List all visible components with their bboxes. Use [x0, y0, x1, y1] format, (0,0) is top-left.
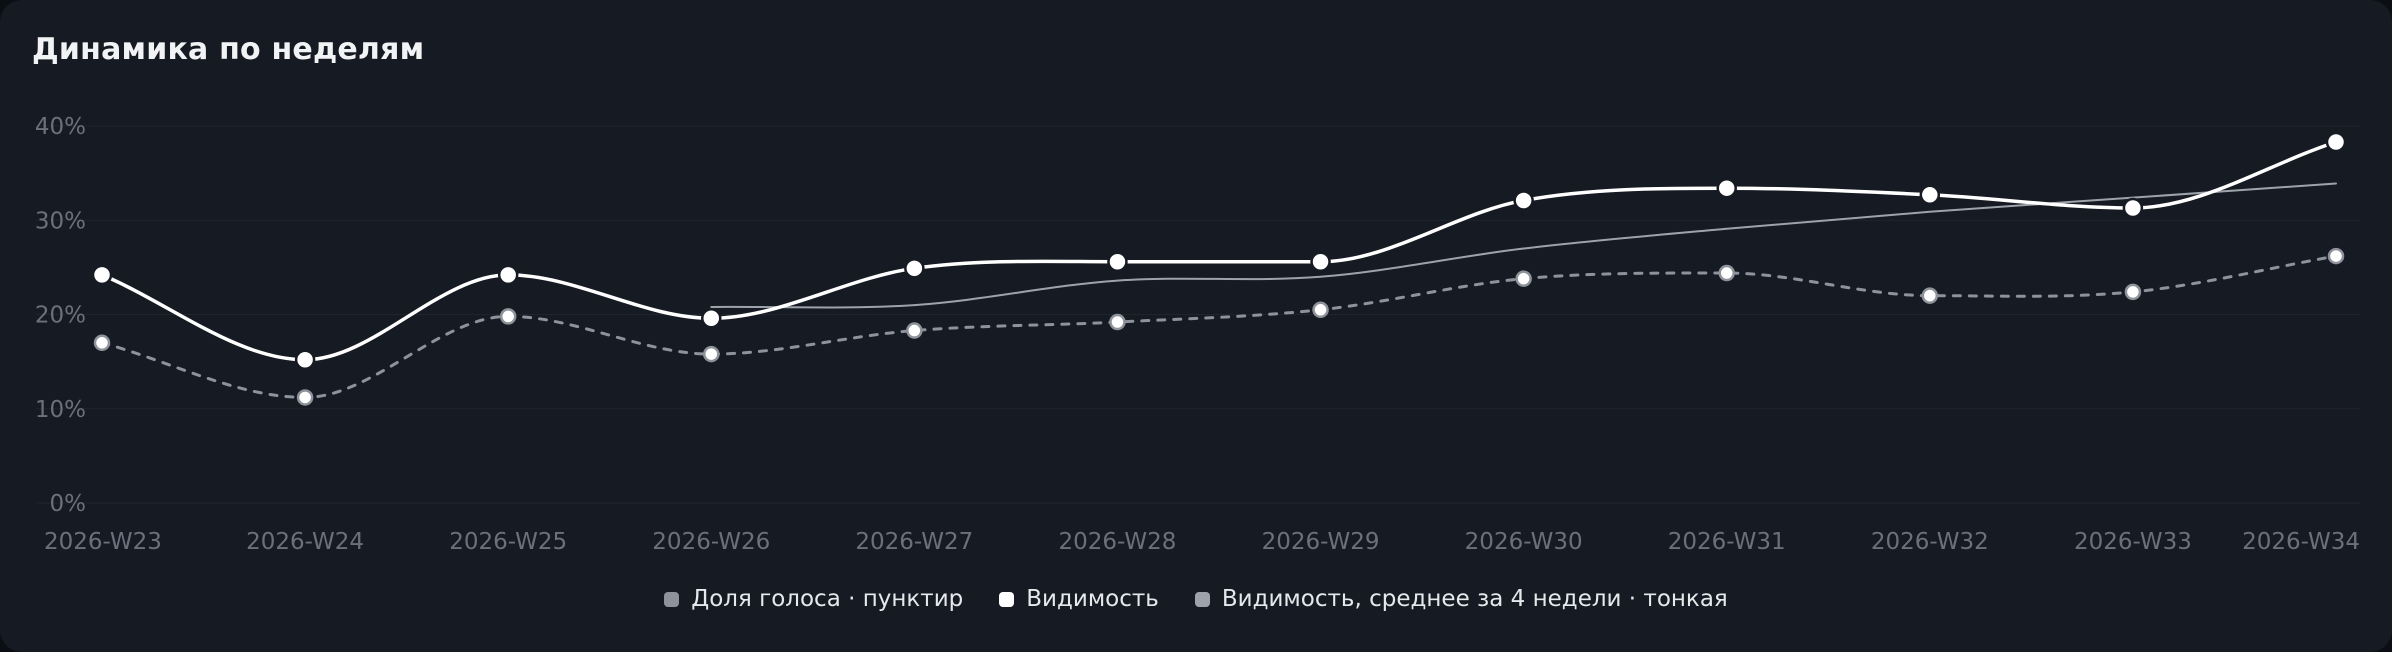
share-point — [1921, 287, 1939, 304]
x-tick-label: 2026-W27 — [855, 529, 973, 555]
legend-item-share[interactable]: Доля голоса · пунктир — [664, 586, 963, 612]
share-point — [2124, 283, 2142, 301]
legend-label-avg: Видимость, среднее за 4 недели · тонкая — [1221, 586, 1728, 612]
share-point — [1515, 270, 1532, 287]
share-point — [93, 334, 111, 352]
legend-item-avg[interactable]: Видимость, среднее за 4 недели · тонкая — [1194, 586, 1728, 612]
y-tick-label: 40% — [35, 114, 86, 140]
legend-swatch-avg — [1194, 591, 1210, 607]
x-tick-label: 2026-W32 — [1871, 529, 1989, 555]
x-tick-label: 2026-W23 — [44, 529, 162, 555]
legend-swatch-visibility — [999, 591, 1015, 607]
x-tick-label: 2026-W25 — [449, 529, 567, 555]
share-point — [296, 389, 314, 406]
visibility-point — [1513, 190, 1534, 211]
visibility-point — [294, 349, 316, 370]
share-point — [1109, 313, 1126, 331]
y-tick-label: 10% — [35, 397, 86, 423]
visibility-point — [497, 264, 519, 286]
x-tick-label: 2026-W26 — [652, 529, 770, 555]
visibility-point — [1919, 184, 1941, 206]
x-tick-label: 2026-W29 — [1262, 529, 1380, 555]
x-tick-label: 2026-W31 — [1668, 529, 1786, 555]
legend-swatch-share — [664, 591, 680, 607]
x-tick-label: 2026-W30 — [1465, 529, 1583, 555]
y-tick-label: 0% — [50, 491, 87, 517]
visibility-point — [2122, 197, 2144, 219]
series-avg-line — [710, 182, 2337, 309]
x-tick-label: 2026-W33 — [2074, 529, 2192, 555]
x-tick-label: 2026-W34 — [2242, 529, 2360, 555]
legend-label-share: Доля голоса · пунктир — [691, 586, 964, 612]
x-tick-label: 2026-W24 — [246, 529, 364, 555]
visibility-point — [2325, 131, 2347, 153]
visibility-point — [91, 264, 113, 286]
series-share-line — [100, 254, 2338, 399]
legend-item-visibility[interactable]: Видимость — [999, 586, 1159, 612]
visibility-point — [904, 258, 925, 279]
visibility-point — [1310, 251, 1331, 272]
share-point — [1718, 264, 1735, 282]
share-point — [1312, 301, 1329, 319]
visibility-point — [1716, 177, 1737, 199]
y-tick-label: 20% — [35, 303, 86, 329]
series-visibility-line — [100, 140, 2338, 362]
share-point — [906, 322, 923, 339]
share-point — [2327, 247, 2345, 265]
share-point — [499, 308, 517, 325]
chart-title: Динамика по неделям — [32, 32, 425, 67]
chart-legend: Доля голоса · пунктир Видимость Видимост… — [0, 586, 2392, 612]
visibility-point — [1107, 251, 1128, 272]
y-tick-label: 30% — [35, 208, 86, 234]
visibility-point — [701, 308, 722, 329]
legend-label-visibility: Видимость — [1026, 586, 1159, 612]
share-point — [703, 345, 720, 363]
x-tick-label: 2026-W28 — [1058, 529, 1176, 555]
